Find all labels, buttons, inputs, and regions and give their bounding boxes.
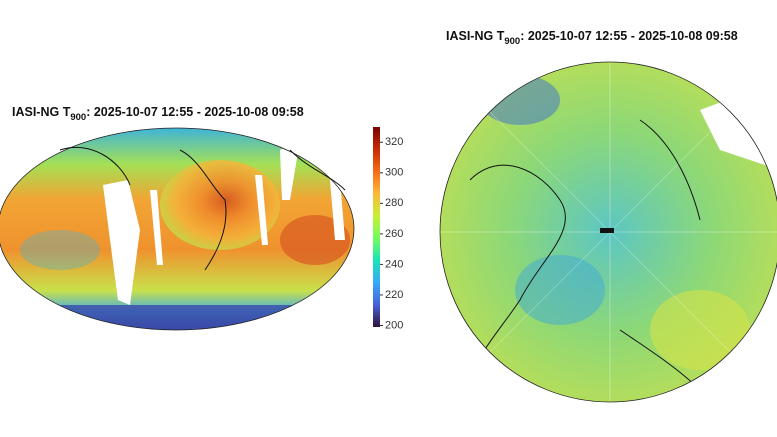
colorbar: 200 220 240 260 280 300 320 bbox=[373, 127, 403, 331]
colorbar-tick-label: 300 bbox=[385, 167, 403, 179]
right-map: IASI-NG T900: 2025-10-07 12:55 - 2025-10… bbox=[439, 29, 777, 403]
title-subscript: 900 bbox=[504, 36, 520, 47]
left-map: IASI-NG T900: 2025-10-07 12:55 - 2025-10… bbox=[0, 105, 355, 331]
map-title: IASI-NG T900: 2025-10-07 12:55 - 2025-10… bbox=[12, 105, 304, 123]
title-text: IASI-NG T bbox=[446, 29, 505, 43]
title-text: : 2025-10-07 12:55 - 2025-10-08 09:58 bbox=[520, 29, 738, 43]
map-title: IASI-NG T900: 2025-10-07 12:55 - 2025-10… bbox=[446, 29, 738, 47]
title-subscript: 900 bbox=[70, 112, 86, 123]
title-text: : 2025-10-07 12:55 - 2025-10-08 09:58 bbox=[86, 105, 304, 119]
colorbar-tick-label: 280 bbox=[385, 197, 403, 209]
title-text: IASI-NG T bbox=[12, 105, 71, 119]
colorbar-tick-label: 240 bbox=[385, 258, 403, 270]
colorbar-ramp bbox=[373, 127, 380, 327]
colorbar-tick-label: 200 bbox=[385, 319, 403, 331]
colorbar-tick-label: 220 bbox=[385, 289, 403, 301]
colorbar-tick-label: 260 bbox=[385, 228, 403, 240]
colorbar-tick-label: 320 bbox=[385, 136, 403, 148]
